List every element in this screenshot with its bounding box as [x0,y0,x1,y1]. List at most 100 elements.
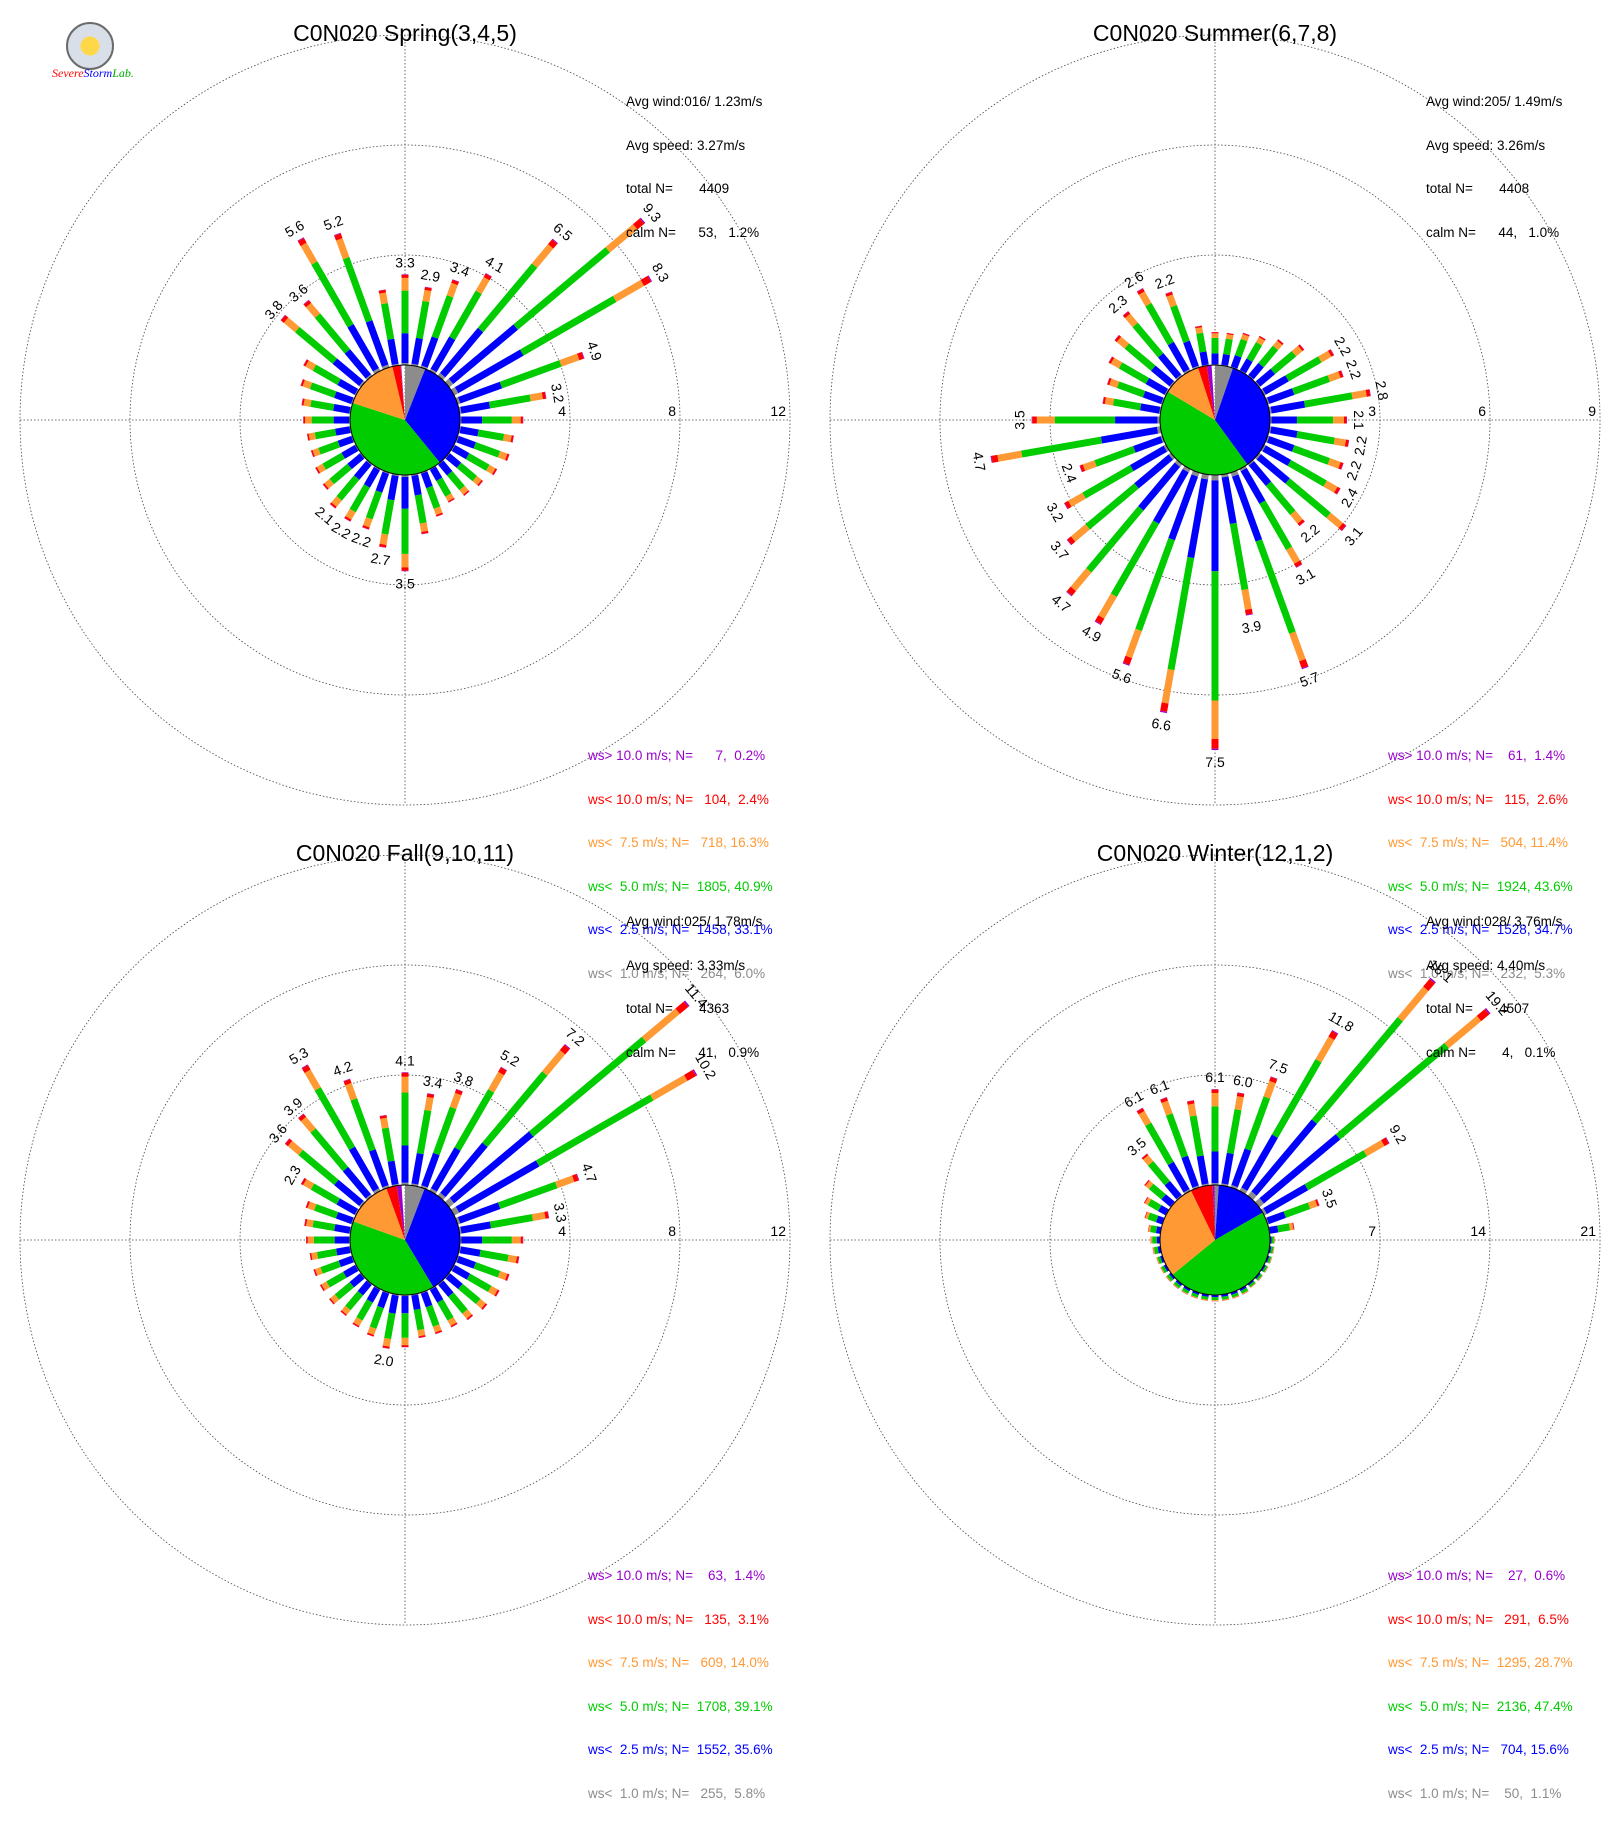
logo-word-lab: Lab. [112,66,134,80]
bar-segment [1227,1109,1242,1154]
bar-segment [1162,669,1175,704]
bar-total-label: 2.7 [369,550,391,569]
bar-segment [1200,351,1209,365]
avg-speed-text: Avg speed: 3.26m/s [1426,139,1562,154]
bar-segment [1333,417,1344,424]
bar-segment [380,534,389,545]
bar-total-label: 5.7 [1298,668,1322,690]
legend-entry: ws> 10.0 m/s; N= 61, 1.4% [1388,749,1573,764]
ring-tick-label: 14 [1470,1223,1486,1239]
bar-segment [1212,332,1219,333]
bar-segment [1267,1211,1286,1224]
bar-total-label: 5.2 [321,212,345,234]
bar-total-label: 2.2 [1343,358,1365,382]
bar-segment [1083,460,1097,471]
bar-total-label: 4.7 [579,1161,601,1185]
bar-segment [1149,1184,1166,1200]
bar-total-label: 4.9 [584,339,606,363]
bar-segment [330,464,352,484]
bar-segment [447,283,458,298]
bar-total-label: 5.3 [286,1044,311,1068]
bar-total-label: 9.2 [1386,1122,1410,1147]
bar-segment [1166,1113,1188,1158]
bar-segment [460,1246,481,1256]
bar-segment [1197,1155,1209,1184]
bar-segment [512,417,521,424]
bar-segment [305,1069,321,1090]
lab-logo: SevereStormLab. [52,22,142,84]
bar-segment [1212,739,1219,749]
bar-segment [460,1221,491,1233]
bar-segment [387,339,398,365]
bar-segment [1196,333,1206,353]
bar-segment [555,1175,574,1188]
bar-segment [432,295,454,339]
bar-segment [430,1287,443,1303]
legend-entry: ws< 10.0 m/s; N= 115, 2.6% [1388,793,1573,808]
seal-icon [66,22,114,70]
bar-segment [402,1338,409,1345]
bar-total-label: 11.8 [1326,1008,1357,1035]
bar-segment [1148,1161,1170,1185]
bar-segment [402,291,409,334]
bar-segment [381,499,394,535]
bar-segment [306,1237,308,1244]
bar-segment [335,1282,354,1300]
bar-total-label: 2.9 [420,266,442,285]
bar-segment [1094,446,1135,467]
bar-segment [521,417,523,424]
bar-segment [1245,1096,1271,1150]
bar-segment [379,292,388,304]
bar-segment [482,1237,512,1244]
bar-segment [336,1246,351,1255]
bar-segment [1344,417,1347,424]
bar-segment [382,1127,395,1161]
bar-segment [1115,417,1157,424]
bar-total-label: 6.0 [1232,1072,1254,1091]
bar-segment [350,484,370,512]
bar-total-label: 3.5 [395,575,415,591]
bar-segment [356,1299,372,1320]
bar-segment [433,1107,456,1156]
bar-segment [1328,458,1341,468]
legend-entry: ws< 2.5 m/s; N= 1552, 35.6% [588,1743,773,1758]
bar-segment [1264,1081,1276,1099]
bar-segment [380,1118,389,1129]
speed-legend: ws> 10.0 m/s; N= 27, 0.6% ws< 10.0 m/s; … [1388,1540,1573,1830]
total-n-text: total N= 4363 [626,1002,762,1017]
bar-segment [422,290,431,302]
bar-segment [326,1272,346,1288]
bar-segment [402,1072,409,1073]
bar-total-label: 6.1 [1147,1076,1171,1098]
bar-segment [512,1237,521,1244]
bar-segment [309,432,316,440]
legend-entry: ws< 1.0 m/s; N= 255, 5.8% [588,1787,773,1802]
legend-entry: ws< 7.5 m/s; N= 1295, 28.7% [1388,1656,1573,1671]
ring-tick-label: 12 [770,1223,786,1239]
bar-segment [559,354,579,367]
bar-segment [488,1072,504,1093]
avg-speed-text: Avg speed: 4.40m/s [1426,959,1562,974]
bar-segment [1351,390,1366,399]
bar-total-label: 5.6 [282,217,307,241]
bar-segment [1212,701,1219,740]
bar-segment [1212,481,1219,572]
bar-segment [402,1296,409,1313]
bar-segment [334,1224,350,1234]
bar-segment [306,1219,314,1227]
bar-segment [1212,475,1219,481]
bar-segment [1037,417,1055,424]
bar-segment [991,455,998,463]
bar-total-label: 2.4 [1337,485,1361,510]
calm-n-text: calm N= 4, 0.1% [1426,1046,1562,1061]
bar-segment [1292,445,1330,465]
bar-segment [1160,702,1168,712]
bar-segment [1071,524,1090,542]
avg-wind-text: Avg wind:205/ 1.49m/s [1426,95,1562,110]
bar-segment [411,338,422,365]
ring-tick-label: 12 [770,403,786,419]
bar-segment [421,471,433,488]
bar-segment [303,399,311,407]
